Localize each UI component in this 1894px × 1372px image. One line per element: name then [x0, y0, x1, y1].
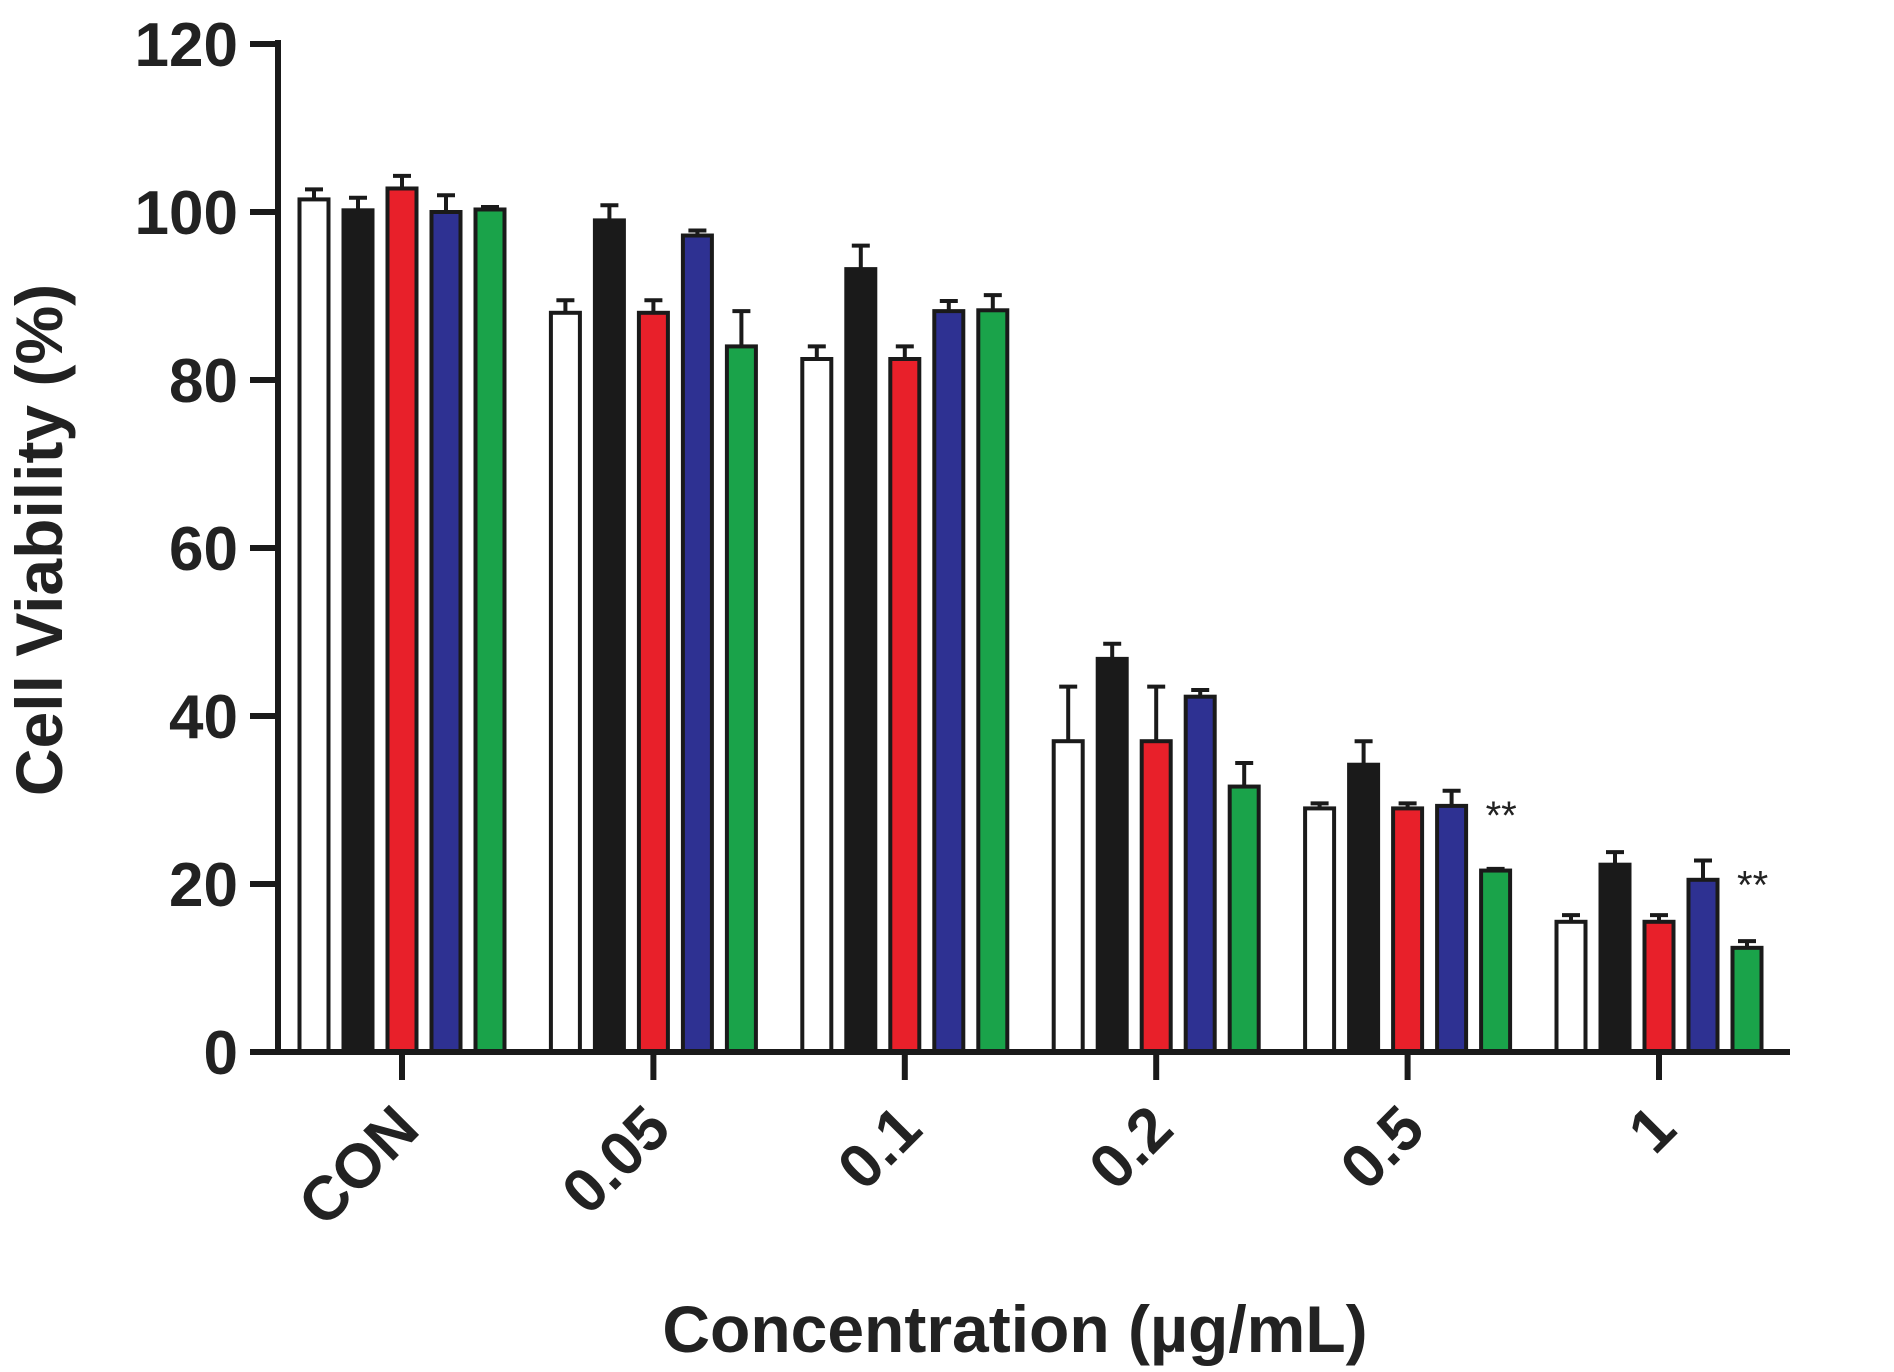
bar [473, 207, 507, 1055]
x-tick-label: 0.5 [1328, 1093, 1438, 1203]
bar [1391, 806, 1425, 1055]
bar [1227, 784, 1261, 1054]
bar [1435, 803, 1469, 1054]
x-tick-label: 0.05 [549, 1093, 683, 1227]
bar [680, 233, 714, 1054]
bar [1183, 694, 1217, 1054]
x-tick-label: 1 [1616, 1093, 1689, 1166]
bar [800, 357, 834, 1054]
y-tick-label: 120 [135, 11, 238, 80]
y-tick-label: 80 [169, 347, 238, 416]
bar [592, 218, 626, 1054]
bar [297, 197, 331, 1054]
y-tick-label: 60 [169, 515, 238, 584]
bar [1730, 945, 1764, 1055]
y-tick-label: 100 [135, 179, 238, 248]
y-tick-label: 0 [204, 1019, 238, 1088]
bar [1598, 862, 1632, 1054]
bar [888, 357, 922, 1054]
bar [844, 267, 878, 1054]
bar [932, 309, 966, 1054]
x-tick-label: CON [286, 1093, 432, 1239]
bar [429, 210, 463, 1054]
x-tick-label: 0.1 [825, 1093, 935, 1203]
x-tick-label: 0.2 [1076, 1093, 1186, 1203]
bar [385, 186, 419, 1055]
bar [724, 344, 758, 1054]
y-axis-title: Cell Viability (%) [2, 284, 76, 796]
y-tick-label: 20 [169, 851, 238, 920]
bar [1303, 806, 1337, 1055]
bar [1051, 739, 1085, 1054]
bar [1642, 919, 1676, 1054]
bar [1095, 656, 1129, 1054]
bar [1347, 762, 1381, 1054]
bars-group: ** ** [297, 173, 1768, 1055]
bar [548, 310, 582, 1054]
bar [1554, 919, 1588, 1054]
bar [976, 308, 1010, 1054]
y-tick-label: 40 [169, 683, 238, 752]
bar [1686, 877, 1720, 1054]
bar [341, 208, 375, 1054]
significance-annotation: ** [1737, 863, 1768, 907]
bar [1139, 739, 1173, 1054]
significance-annotation: ** [1486, 794, 1517, 838]
x-axis-title: Concentration (µg/mL) [662, 1292, 1367, 1366]
bar [636, 310, 670, 1054]
bar [1479, 868, 1513, 1054]
